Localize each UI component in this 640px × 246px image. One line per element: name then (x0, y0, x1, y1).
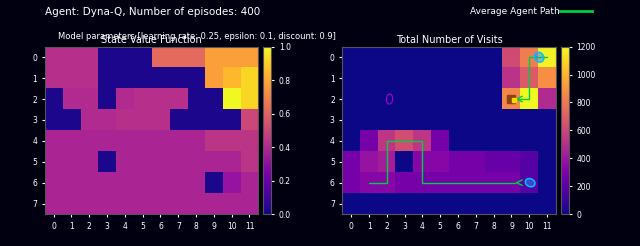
Text: Model parameters [learning rate: 0.25, epsilon: 0.1, discount: 0.9]: Model parameters [learning rate: 0.25, e… (58, 32, 335, 41)
Title: State Value Function: State Value Function (101, 35, 202, 45)
Title: Total Number of Visits: Total Number of Visits (396, 35, 502, 45)
Text: Average Agent Path: Average Agent Path (470, 7, 560, 16)
Ellipse shape (534, 52, 544, 62)
Text: Agent: Dyna-Q, Number of episodes: 400: Agent: Dyna-Q, Number of episodes: 400 (45, 7, 260, 17)
Ellipse shape (525, 179, 535, 187)
